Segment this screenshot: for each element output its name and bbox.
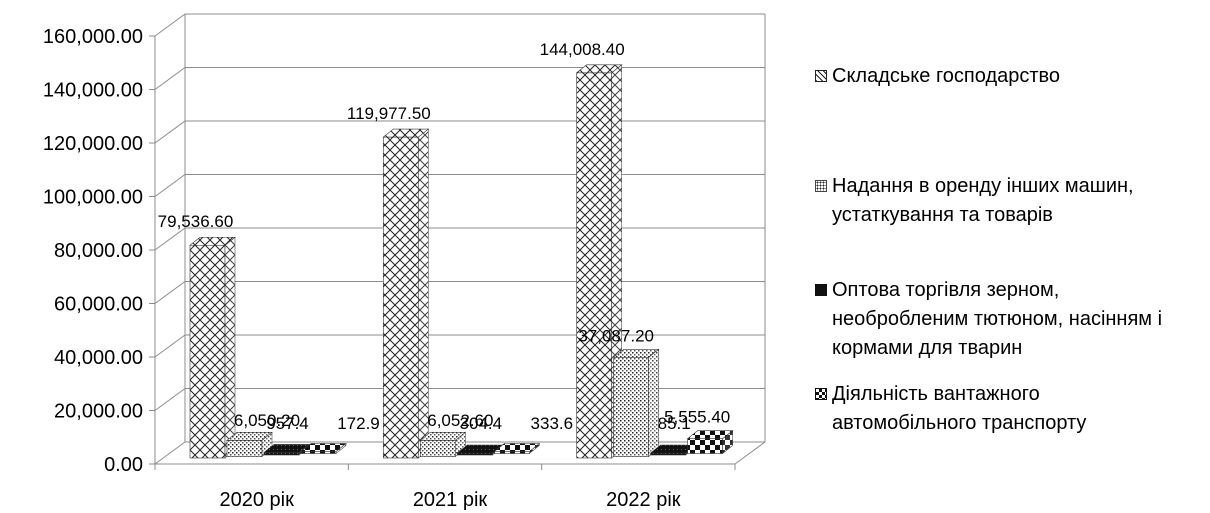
legend-item-rental: Надання в оренду інших машин, устаткуван…	[815, 172, 1205, 230]
data-label: 119,977.50	[347, 104, 431, 123]
y-tick-label: 100,000.00	[43, 187, 143, 209]
bar-top	[575, 64, 623, 74]
legend-item-warehousing: Складське господарство	[815, 62, 1060, 91]
data-label: 144,008.40	[540, 40, 625, 59]
gridline-depth	[154, 13, 186, 37]
data-label: 6,050.20	[234, 411, 300, 430]
y-tick-label: 120,000.00	[43, 133, 143, 155]
data-label: 172.9	[337, 414, 380, 433]
data-label: 37,087.20	[578, 326, 654, 345]
gridline-depth	[154, 120, 186, 144]
bar-top	[300, 443, 347, 452]
bar-top	[226, 432, 273, 441]
data-label: 957.4	[266, 414, 309, 433]
bar-top	[419, 432, 467, 441]
axis-layer: 0.00 20,000.00 40,000.00 60,000.00 80,000.00…	[43, 14, 766, 511]
data-label: 304.4	[460, 414, 503, 433]
y-tick-label: 160,000.00	[43, 26, 143, 48]
legend-item-grain-trade: Оптова торгівля зерном, необробленим тют…	[815, 276, 1192, 363]
bars-layer	[189, 64, 734, 459]
gridline-depth	[154, 227, 186, 251]
bar-top	[686, 430, 734, 439]
x-tick-label: 2021 рік	[413, 489, 488, 511]
legend-swatch-dark	[815, 284, 827, 296]
gridline-depth	[154, 67, 186, 90]
bar-side	[418, 128, 429, 459]
bar	[263, 452, 300, 456]
bar	[383, 136, 419, 459]
bar-side	[648, 348, 659, 458]
grid-layer	[154, 13, 765, 465]
floor-edge	[734, 441, 766, 465]
gridline-depth	[154, 174, 186, 197]
gridline-depth	[154, 281, 186, 304]
x-tick-label: 2020 рік	[219, 489, 294, 511]
y-tick-label: 140,000.00	[43, 80, 143, 102]
bar	[420, 440, 456, 457]
bar	[687, 438, 723, 454]
legend-swatch-crosshatch	[815, 70, 827, 82]
bar	[189, 244, 226, 459]
data-label: 333.6	[531, 414, 574, 433]
bar-top	[612, 348, 660, 358]
bar	[613, 356, 649, 457]
y-tick-label: 0.00	[104, 454, 143, 476]
bar	[576, 72, 612, 459]
bar	[226, 440, 263, 457]
bar-top	[382, 128, 430, 138]
bar-top	[189, 236, 236, 246]
data-label: 5,555.40	[664, 408, 730, 427]
gridline-depth	[154, 334, 186, 358]
data-label: 6,052.60	[427, 411, 493, 430]
legend-label: Діяльність вантажного автомобільного тра…	[832, 383, 1087, 434]
y-tick-label: 40,000.00	[54, 347, 143, 369]
y-tick-label: 20,000.00	[54, 401, 143, 423]
y-tick-label: 80,000.00	[54, 240, 143, 262]
data-label: 85.1	[658, 414, 691, 433]
y-tick-label: 60,000.00	[54, 294, 143, 316]
legend-swatch-dotted	[815, 180, 827, 192]
bar-top	[493, 443, 541, 452]
legend-label: Оптова торгівля зерном, необробленим тют…	[832, 279, 1163, 359]
bar-top	[263, 444, 310, 453]
legend-swatch-checker	[815, 388, 827, 400]
gridline-depth	[154, 441, 186, 465]
x-tick-label: 2022 рік	[606, 489, 681, 511]
legend-item-freight: Діяльність вантажного автомобільного тра…	[815, 380, 1092, 438]
gridline-depth	[154, 388, 186, 411]
legend-label: Складське господарство	[832, 65, 1061, 87]
legend-label: Надання в оренду інших машин, устаткуван…	[832, 175, 1134, 226]
data-label: 79,536.60	[158, 212, 234, 231]
